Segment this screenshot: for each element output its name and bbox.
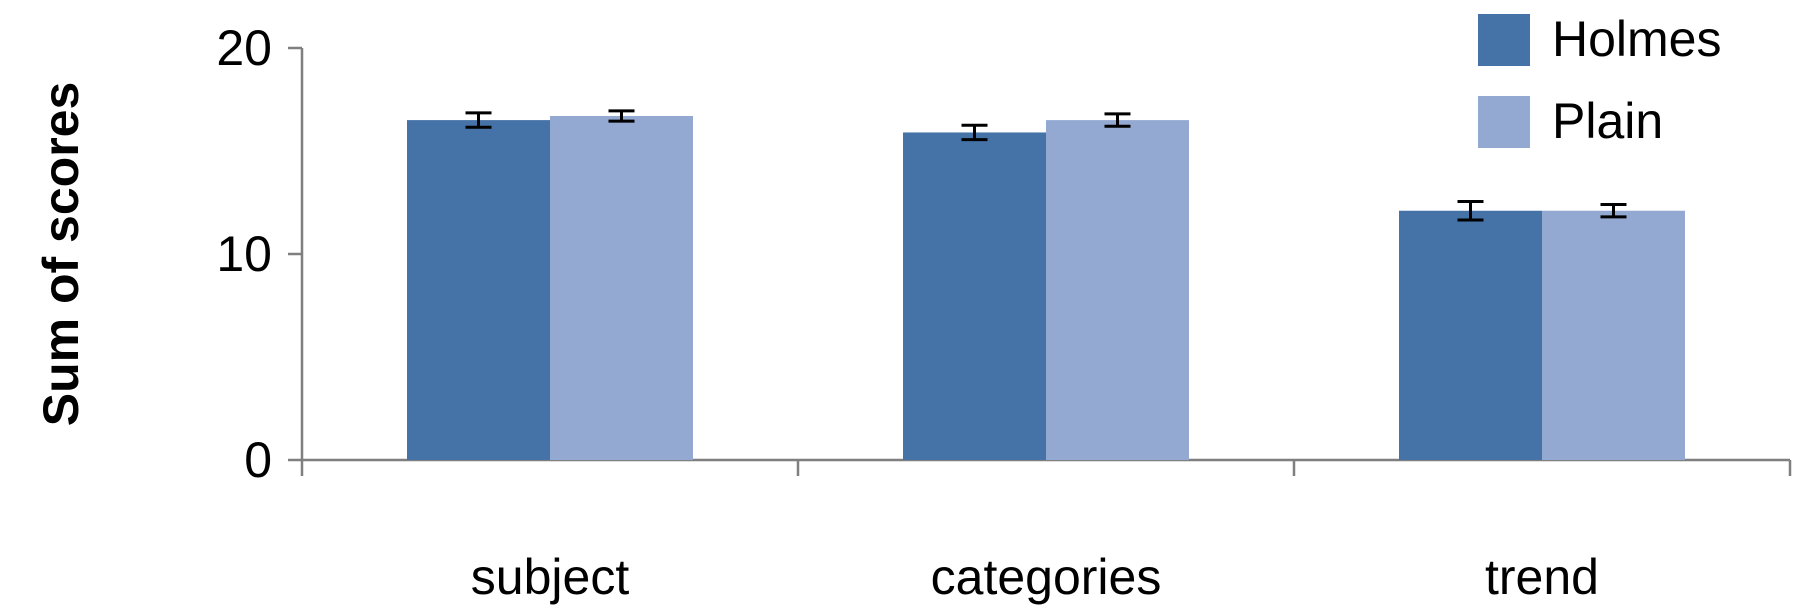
tick-labels: 0 10 20 (216, 20, 272, 488)
error-bar (608, 109, 635, 123)
error-bar (1457, 199, 1484, 222)
error-bar (1600, 203, 1627, 219)
legend-label: Holmes (1552, 11, 1721, 67)
x-category-label: trend (1485, 549, 1599, 605)
error-bar (961, 123, 988, 142)
legend-item: Plain (1478, 93, 1663, 149)
legend-item: Holmes (1478, 11, 1721, 67)
bar-holmes-categories (903, 132, 1046, 460)
bar-plain-subject (550, 115, 693, 460)
y-axis-title: Sum of scores (33, 82, 89, 427)
error-bar (465, 111, 492, 129)
bar-holmes-trend (1399, 210, 1542, 460)
error-bars (465, 109, 1627, 222)
y-axis-title-group: Sum of scores (33, 82, 89, 427)
error-bar (1104, 112, 1131, 128)
bar-plain-categories (1046, 120, 1189, 460)
bars (407, 115, 1685, 460)
x-category-label: subject (471, 549, 630, 605)
legend: Holmes Plain (1478, 11, 1721, 149)
x-category-label: categories (931, 549, 1162, 605)
legend-label: Plain (1552, 93, 1663, 149)
category-labels: subject categories trend (471, 549, 1599, 605)
legend-swatch (1478, 96, 1530, 148)
y-tick-label: 10 (216, 226, 272, 282)
legend-swatch (1478, 14, 1530, 66)
bar-plain-trend (1542, 210, 1685, 460)
y-tick-label: 0 (244, 432, 272, 488)
bar-holmes-subject (407, 120, 550, 460)
y-tick-label: 20 (216, 20, 272, 76)
